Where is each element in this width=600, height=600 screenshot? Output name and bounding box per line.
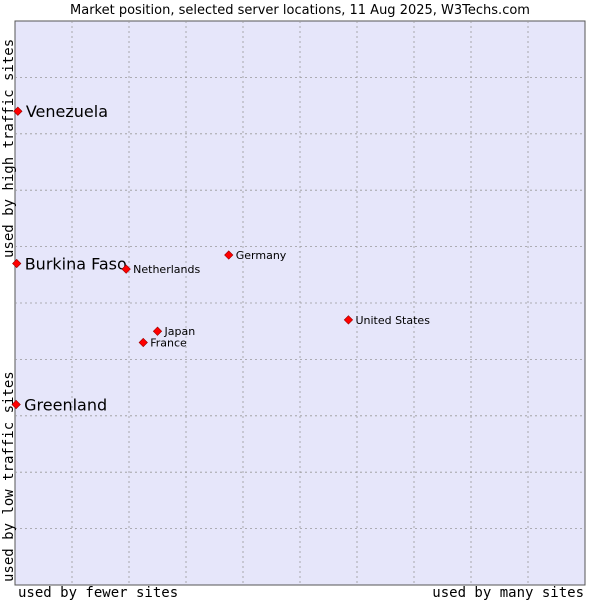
point-marker (138, 337, 148, 348)
x-axis-label-right: used by many sites (432, 585, 584, 600)
data-point-germany: Germany (224, 249, 287, 262)
point-marker (13, 106, 23, 116)
point-label: Japan (164, 325, 196, 338)
data-point-japan: Japan (152, 325, 196, 338)
point-marker (121, 264, 131, 274)
data-point-united-states: United States (343, 314, 430, 327)
point-marker (224, 250, 234, 260)
x-axis-label-left: used by fewer sites (18, 585, 178, 600)
data-point-greenland: Greenland (11, 396, 107, 415)
point-label: Burkina Faso (25, 255, 127, 274)
point-marker (343, 315, 354, 325)
data-point-venezuela: Venezuela (13, 102, 108, 121)
point-marker (152, 326, 163, 336)
gridlines (15, 21, 585, 585)
data-point-burkina-faso: Burkina Faso (12, 255, 127, 274)
y-axis-label-bottom: used by low traffic sites (1, 371, 17, 582)
y-axis-label-top: used by high traffic sites (1, 39, 17, 258)
data-points: Venezuela Burkina Faso Greenland Germany Net… (11, 102, 430, 415)
data-point-netherlands: Netherlands (121, 263, 200, 276)
point-label: United States (355, 314, 430, 327)
point-label: Netherlands (133, 263, 200, 276)
chart-title: Market position, selected server locatio… (70, 3, 530, 18)
point-label: Greenland (24, 396, 107, 415)
point-label: France (150, 336, 187, 349)
point-label: Germany (236, 249, 287, 262)
point-label: Venezuela (26, 102, 108, 121)
point-marker (11, 399, 21, 410)
point-marker (12, 258, 22, 269)
data-point-france: France (138, 336, 187, 349)
